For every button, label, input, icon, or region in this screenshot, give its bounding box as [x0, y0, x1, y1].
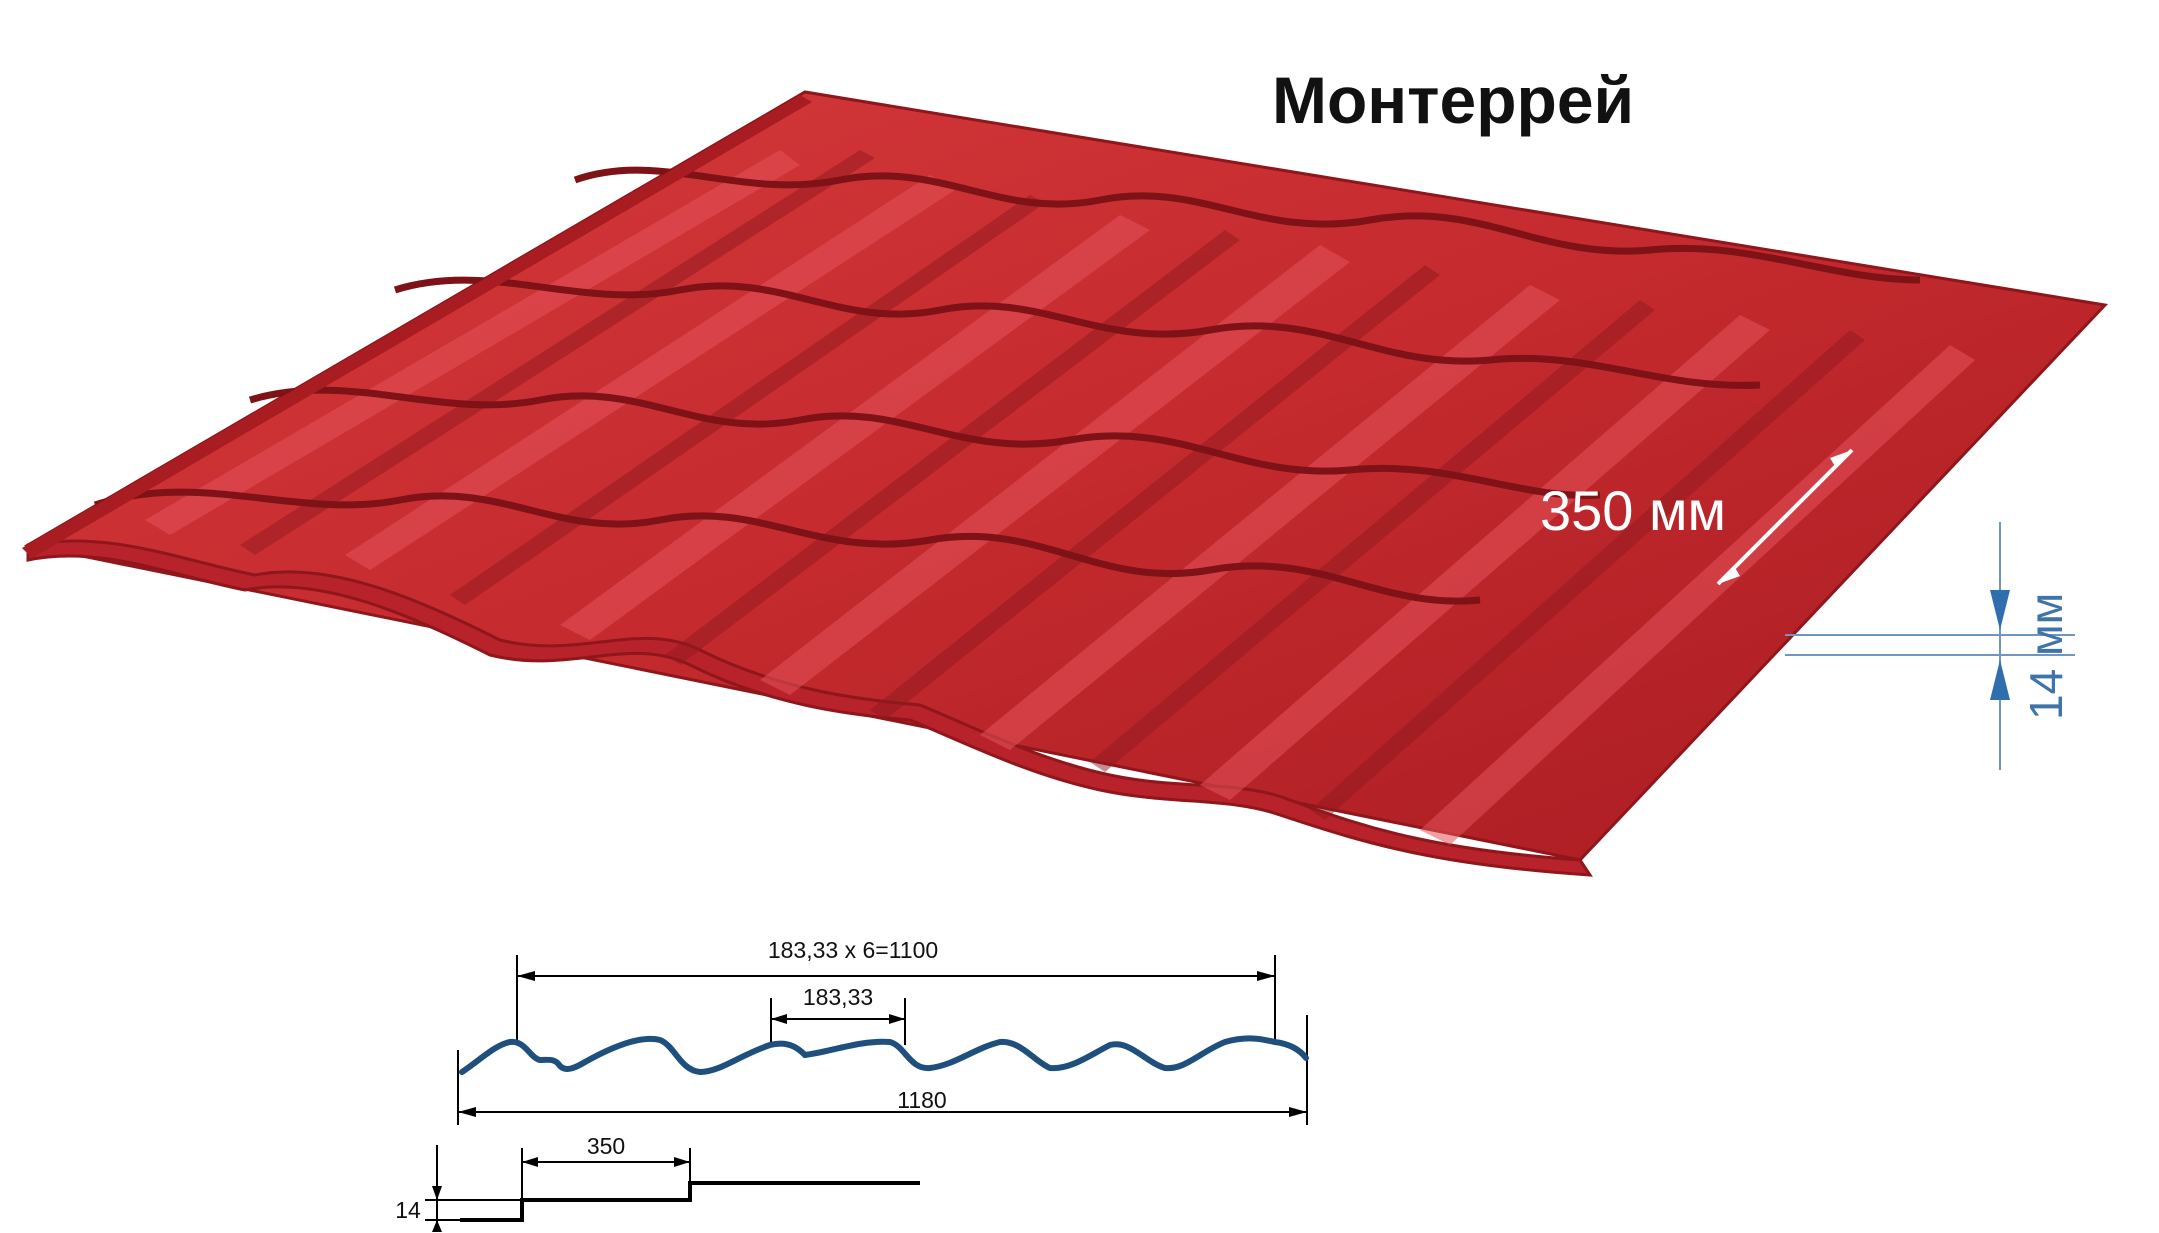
sheet-highlights	[145, 150, 1975, 845]
cross-section-arrows	[458, 971, 1307, 1117]
step-height-dimension: 14 мм	[1785, 522, 2075, 770]
step-height-label: 14 мм	[2020, 593, 2072, 720]
arrow-down-icon	[1990, 590, 2010, 630]
wave-pitch-label: 350 мм	[1540, 479, 1726, 542]
pitch-label: 183,33	[803, 984, 873, 1010]
step-height-small-label: 14	[395, 1197, 421, 1223]
step-drawing-arrows	[432, 1157, 690, 1232]
metal-tile-sheet	[22, 90, 2109, 877]
sheet-front-edge	[26, 539, 1593, 877]
sheet-step-lines	[93, 166, 1921, 605]
arrow-head-icon	[1830, 450, 1852, 468]
sheet-shadows	[240, 150, 1865, 820]
arrow-up-icon	[1990, 660, 2010, 700]
step-length-label: 350	[587, 1133, 625, 1159]
step-drawing	[425, 1145, 920, 1232]
wave-pitch-dimension: 350 мм	[1540, 448, 1854, 586]
cross-section-drawing	[457, 955, 1308, 1125]
arrow-head-icon	[1718, 566, 1740, 584]
product-title: Монтеррей	[1272, 63, 1635, 137]
profile-wave	[459, 1035, 1309, 1076]
width-label: 1180	[897, 1087, 946, 1113]
pitch-total-label: 183,33 х 6=1100	[768, 937, 938, 963]
sheet-left-flange	[22, 95, 812, 558]
